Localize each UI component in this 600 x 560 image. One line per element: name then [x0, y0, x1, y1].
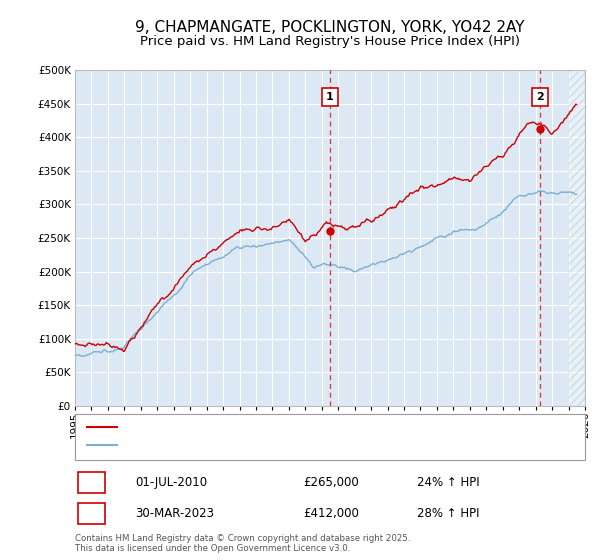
Text: 2: 2 — [536, 92, 544, 102]
Text: 2: 2 — [87, 507, 96, 520]
Text: 1: 1 — [326, 92, 334, 102]
Text: 01-JUL-2010: 01-JUL-2010 — [135, 476, 207, 489]
Text: 30-MAR-2023: 30-MAR-2023 — [135, 507, 214, 520]
Text: Price paid vs. HM Land Registry's House Price Index (HPI): Price paid vs. HM Land Registry's House … — [140, 35, 520, 48]
Text: Contains HM Land Registry data © Crown copyright and database right 2025.
This d: Contains HM Land Registry data © Crown c… — [75, 534, 410, 553]
Text: £265,000: £265,000 — [303, 476, 359, 489]
Bar — [569, 70, 585, 406]
Text: HPI: Average price, detached house, East Riding of Yorkshire: HPI: Average price, detached house, East… — [123, 440, 439, 450]
Bar — [330, 70, 540, 406]
Text: 1: 1 — [87, 476, 96, 489]
Text: 9, CHAPMANGATE, POCKLINGTON, YORK, YO42 2AY: 9, CHAPMANGATE, POCKLINGTON, YORK, YO42 … — [135, 20, 525, 35]
Text: 9, CHAPMANGATE, POCKLINGTON, YORK, YO42 2AY (detached house): 9, CHAPMANGATE, POCKLINGTON, YORK, YO42 … — [123, 422, 483, 432]
Text: 24% ↑ HPI: 24% ↑ HPI — [417, 476, 479, 489]
Text: £412,000: £412,000 — [303, 507, 359, 520]
Text: 28% ↑ HPI: 28% ↑ HPI — [417, 507, 479, 520]
